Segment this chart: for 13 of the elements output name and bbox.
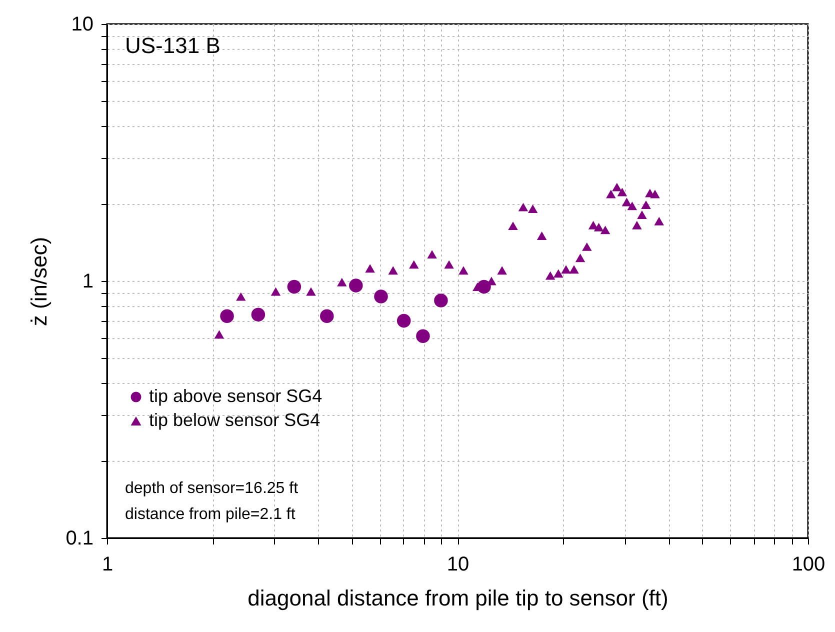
x-axis-title: diagonal distance from pile tip to sensor (ft)	[248, 586, 668, 610]
x-tick-label: 100	[792, 554, 826, 576]
x-tick-label: 1	[102, 554, 114, 576]
y-tick-label: 10	[71, 14, 94, 36]
y-tick-label: 0.1	[66, 528, 94, 550]
legend-label: tip below sensor SG4	[149, 410, 320, 430]
y-tick-label: 1	[82, 270, 94, 292]
y-axis-title: ż (in/sec)	[26, 236, 52, 326]
annotation: depth of sensor=16.25 ft	[125, 480, 299, 497]
legend-label: tip above sensor SG4	[149, 386, 322, 406]
x-tick-label: 10	[446, 554, 470, 576]
annotation: US-131 B	[125, 33, 220, 58]
annotation: distance from pile=2.1 ft	[125, 506, 296, 523]
